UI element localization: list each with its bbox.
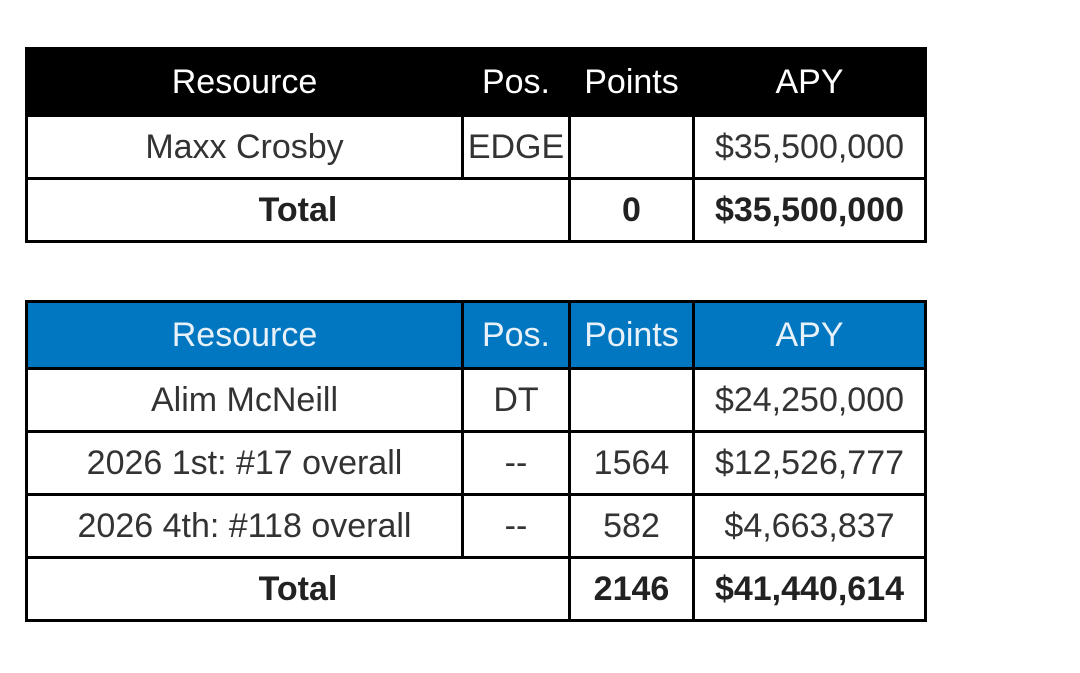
header-resource: Resource	[25, 47, 464, 117]
table-row: Alim McNeill DT $24,250,000	[25, 367, 927, 433]
total-points: 0	[568, 177, 695, 243]
table-row: Maxx Crosby EDGE $35,500,000	[25, 114, 927, 180]
cell-pos: DT	[461, 367, 571, 433]
cell-apy: $35,500,000	[692, 114, 927, 180]
cell-points: 1564	[568, 430, 695, 496]
table-row: 2026 1st: #17 overall -- 1564 $12,526,77…	[25, 430, 927, 496]
cell-apy: $24,250,000	[692, 367, 927, 433]
header-apy: APY	[692, 47, 927, 117]
header-pos: Pos.	[461, 300, 571, 370]
header-pos: Pos.	[461, 47, 571, 117]
trade-table-raiders-side: Resource Pos. Points APY Maxx Crosby EDG…	[25, 47, 927, 243]
table-header-row: Resource Pos. Points APY	[25, 300, 927, 370]
header-points: Points	[568, 47, 695, 117]
total-label: Total	[25, 177, 571, 243]
header-apy: APY	[692, 300, 927, 370]
cell-points	[568, 114, 695, 180]
cell-pos: EDGE	[461, 114, 571, 180]
table-header-row: Resource Pos. Points APY	[25, 47, 927, 117]
table-row: 2026 4th: #118 overall -- 582 $4,663,837	[25, 493, 927, 559]
total-row: Total 2146 $41,440,614	[25, 556, 927, 622]
total-label: Total	[25, 556, 571, 622]
cell-pos: --	[461, 430, 571, 496]
trade-table-lions-side: Resource Pos. Points APY Alim McNeill DT…	[25, 300, 927, 622]
total-apy: $41,440,614	[692, 556, 927, 622]
cell-apy: $12,526,777	[692, 430, 927, 496]
cell-apy: $4,663,837	[692, 493, 927, 559]
cell-pos: --	[461, 493, 571, 559]
header-points: Points	[568, 300, 695, 370]
cell-resource: Maxx Crosby	[25, 114, 464, 180]
cell-points: 582	[568, 493, 695, 559]
cell-points	[568, 367, 695, 433]
header-resource: Resource	[25, 300, 464, 370]
cell-resource: 2026 1st: #17 overall	[25, 430, 464, 496]
total-points: 2146	[568, 556, 695, 622]
cell-resource: Alim McNeill	[25, 367, 464, 433]
cell-resource: 2026 4th: #118 overall	[25, 493, 464, 559]
total-apy: $35,500,000	[692, 177, 927, 243]
total-row: Total 0 $35,500,000	[25, 177, 927, 243]
